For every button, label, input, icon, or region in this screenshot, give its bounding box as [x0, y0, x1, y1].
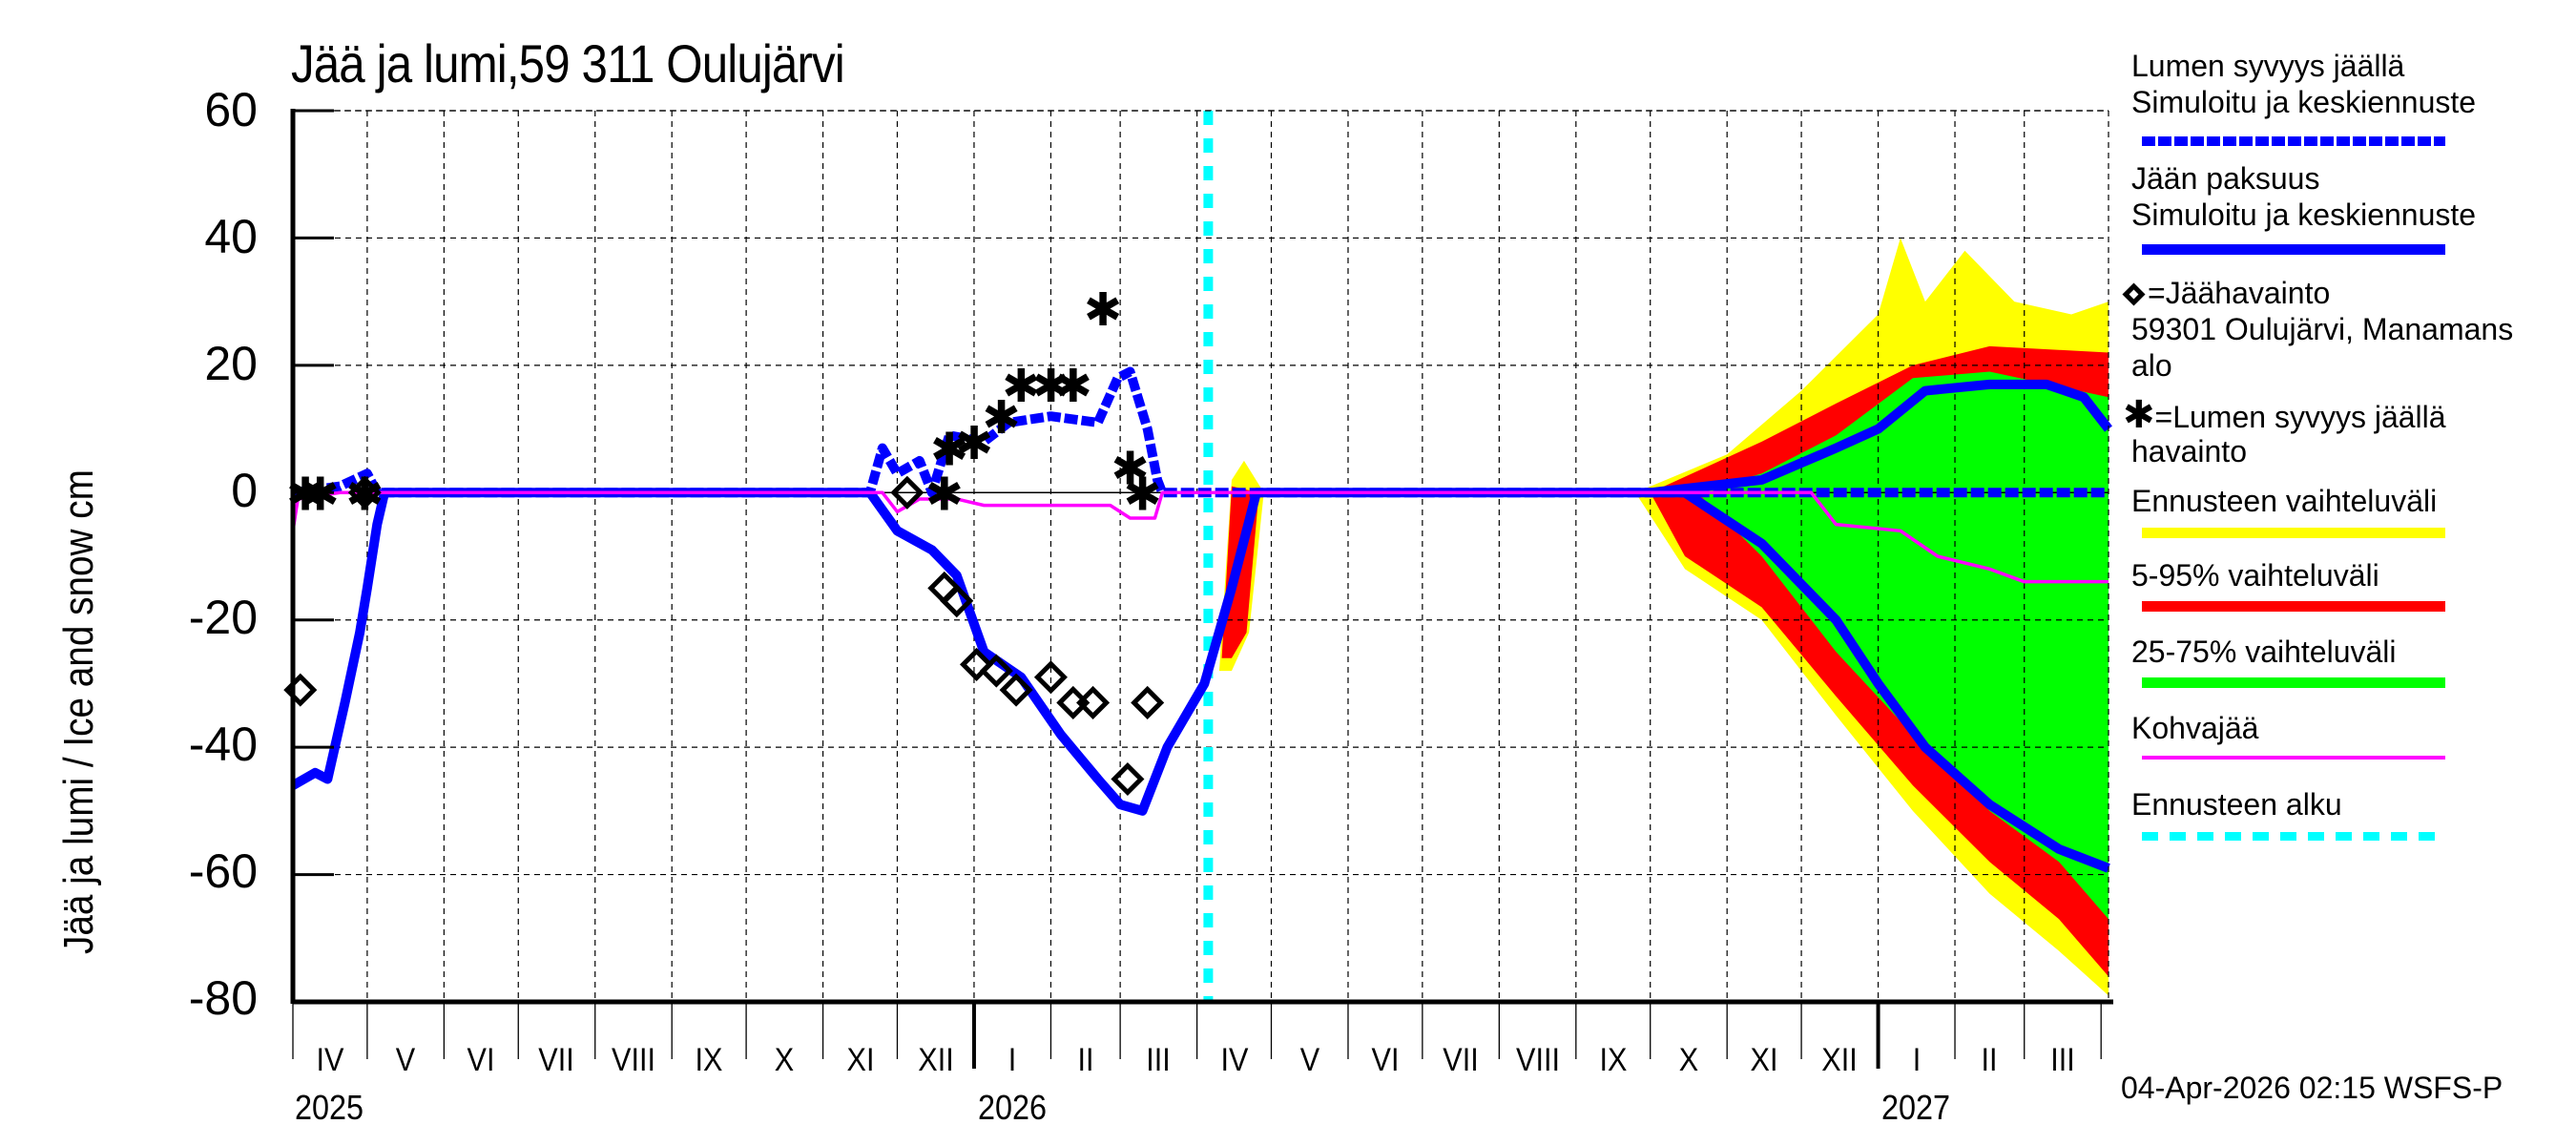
month-label: I [1008, 1042, 1017, 1078]
legend-ice-sub: Simuloitu ja keskiennuste [2131, 198, 2477, 232]
slush-line [291, 490, 2109, 584]
data-lines [290, 111, 2112, 1002]
asterisk-marker: ✱ [925, 468, 964, 521]
diamond-icon [2122, 282, 2146, 306]
axes [290, 109, 2113, 1069]
asterisk-marker: ✱ [1123, 468, 1161, 521]
legend-dashed-blue-swatch [2142, 136, 2445, 146]
month-label: XI [1750, 1042, 1778, 1078]
month-label: VI [467, 1042, 495, 1078]
month-label: IX [1599, 1042, 1628, 1078]
month-label: X [775, 1042, 795, 1078]
y-tick: -20 [188, 591, 258, 644]
month-label: II [1981, 1042, 1998, 1078]
diamond-marker [347, 475, 382, 510]
month-label: I [1912, 1042, 1922, 1078]
y-tick: 40 [204, 210, 258, 263]
legend-solid-blue-swatch [2142, 244, 2445, 255]
y-tick: -80 [188, 971, 258, 1025]
month-label: VIII [1515, 1042, 1560, 1078]
y-tick: -60 [188, 844, 258, 898]
legend-snow-obs-cont: havainto [2131, 434, 2247, 468]
year-label: 2027 [1881, 1088, 1951, 1127]
month-label: XII [1821, 1042, 1859, 1078]
month-label: II [1077, 1042, 1094, 1078]
y-tick: 0 [231, 464, 258, 517]
diamond-marker [1076, 685, 1111, 719]
forecast-bands [1218, 238, 2109, 996]
year-label: 2026 [978, 1088, 1048, 1127]
asterisk-marker: ✱ [1054, 360, 1092, 413]
legend-snow-title: Lumen syvyys jäällä [2131, 49, 2405, 83]
y-tick: -40 [188, 718, 258, 771]
diamond-marker [940, 584, 974, 618]
month-label: III [1146, 1042, 1172, 1078]
asterisk-marker: ✱ [301, 468, 339, 521]
diamond-marker [1111, 761, 1145, 797]
legend-snow-observation: ✱=Lumen syvyys jäällä [2123, 394, 2446, 436]
month-label: IX [695, 1042, 723, 1078]
asterisk-marker: ✱ [1111, 443, 1149, 496]
simulated-line [290, 488, 2110, 873]
diamond-marker [960, 647, 994, 681]
asterisk-marker: ✱ [1002, 360, 1040, 413]
legend-station: 59301 Oulujärvi, Manamans [2131, 312, 2514, 346]
legend-slush: Kohvajää [2131, 711, 2259, 745]
asterisk-marker: ✱ [982, 391, 1020, 445]
timestamp-footer: 04-Apr-2026 02:15 WSFS-P [2121, 1071, 2503, 1105]
diamond-marker [979, 654, 1013, 688]
legend-ice-observation: =Jäähavainto [2120, 275, 2330, 311]
legend-range-full: Ennusteen vaihteluväli [2131, 484, 2438, 518]
legend-green-swatch [2142, 677, 2445, 688]
legend-ice-title: Jään paksuus [2131, 161, 2320, 196]
diamond-marker [890, 475, 924, 510]
asterisk-marker: ✱ [1031, 360, 1070, 413]
month-label: IV [316, 1042, 344, 1078]
asterisk-marker: ✱ [345, 468, 384, 521]
month-label: VII [1443, 1042, 1479, 1078]
y-axis-label: Jää ja lumi / Ice and snow cm [55, 469, 102, 954]
month-label: VIII [612, 1042, 655, 1078]
legend-range-25-75: 25-75% vaihteluväli [2131, 635, 2397, 669]
legend-snow-sub: Simuloitu ja keskiennuste [2131, 85, 2477, 119]
diamond-marker [1033, 660, 1068, 695]
legend-forecast-start: Ennusteen alku [2131, 787, 2342, 822]
legend-red-swatch [2142, 601, 2445, 612]
legend-station-cont: alo [2131, 348, 2172, 383]
month-label: X [1678, 1042, 1699, 1078]
y-tick: 60 [204, 83, 258, 136]
asterisk-marker: ✱ [930, 424, 968, 477]
diamond-marker [999, 673, 1033, 707]
chart-title: Jää ja lumi,59 311 Oulujärvi [291, 33, 845, 94]
legend-cyan-dashed-swatch [2142, 832, 2445, 841]
asterisk-marker: ✱ [1084, 283, 1122, 337]
month-label: V [395, 1042, 416, 1078]
y-tick: 20 [204, 337, 258, 390]
asterisk-marker: ✱ [955, 417, 993, 470]
month-label: IV [1220, 1042, 1249, 1078]
observation-markers: ✱✱ ✱ ✱✱✱✱✱✱✱✱✱✱ [283, 283, 1165, 797]
asterisk-icon: ✱ [2123, 394, 2155, 436]
diamond-marker [1131, 685, 1165, 719]
year-label: 2025 [295, 1088, 364, 1127]
simulated-line [1650, 379, 2112, 498]
month-label: VI [1371, 1042, 1400, 1078]
month-label: VII [538, 1042, 575, 1078]
legend-yellow-swatch [2142, 528, 2445, 538]
legend-magenta-swatch [2142, 756, 2445, 760]
month-label: III [2050, 1042, 2075, 1078]
month-label: V [1299, 1042, 1319, 1078]
legend-range-5-95: 5-95% vaihteluväli [2131, 558, 2379, 593]
month-label: XII [917, 1042, 954, 1078]
month-label: XI [846, 1042, 874, 1078]
